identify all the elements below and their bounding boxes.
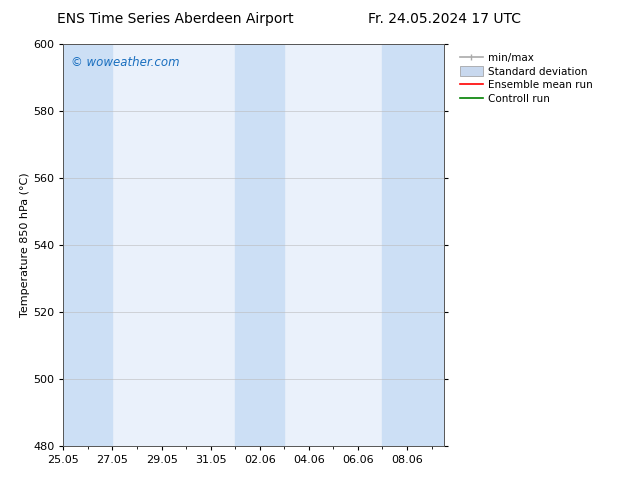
Bar [63, 44, 112, 446]
Text: ENS Time Series Aberdeen Airport: ENS Time Series Aberdeen Airport [57, 12, 294, 26]
Text: Fr. 24.05.2024 17 UTC: Fr. 24.05.2024 17 UTC [368, 12, 521, 26]
Y-axis label: Temperature 850 hPa (°C): Temperature 850 hPa (°C) [20, 172, 30, 318]
Legend: min/max, Standard deviation, Ensemble mean run, Controll run: min/max, Standard deviation, Ensemble me… [456, 49, 596, 107]
Bar [382, 44, 444, 446]
Bar [235, 44, 284, 446]
Text: © woweather.com: © woweather.com [71, 56, 179, 69]
